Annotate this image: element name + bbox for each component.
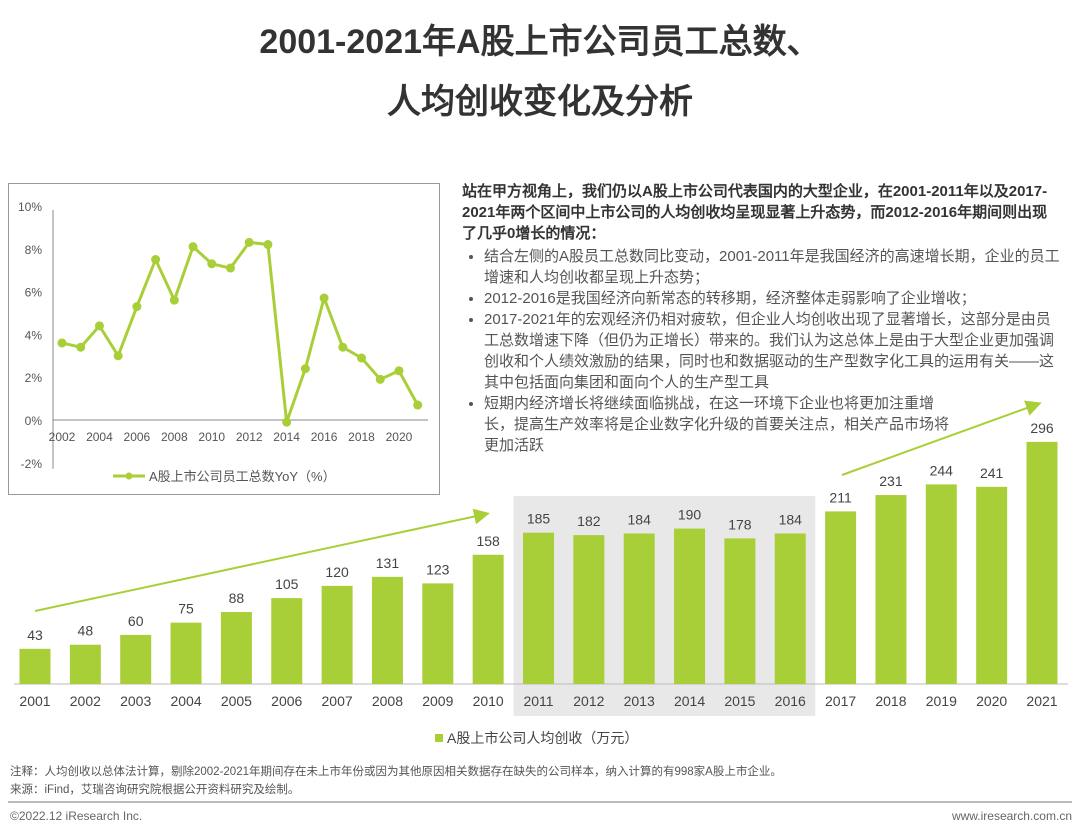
highlight-region [513, 496, 816, 716]
bar-x-tick-label: 2007 [322, 693, 353, 709]
bar [774, 533, 806, 684]
bar-x-tick-label: 2016 [775, 693, 806, 709]
bar-x-tick-label: 2015 [724, 693, 755, 709]
bar [371, 576, 403, 684]
bar [976, 486, 1008, 684]
bar-value-label: 190 [678, 507, 702, 523]
bar-value-label: 131 [376, 555, 400, 571]
analysis-bullets: 结合左侧的A股员工总数同比变动，2001-2011年是我国经济的高速增长期，企业… [462, 246, 1062, 456]
bar [825, 511, 857, 684]
bar-value-label: 60 [128, 613, 144, 629]
bar-value-label: 43 [27, 627, 43, 643]
bar [271, 598, 303, 684]
bar [925, 484, 957, 684]
chart-source: 来源：iFind，艾瑞咨询研究院根据公开资料研究及绘制。 [10, 784, 300, 796]
analysis-lead: 站在甲方视角上，我们仍以A股上市公司代表国内的大型企业，在2001-2011年以… [462, 183, 1048, 242]
bar-x-tick-label: 2006 [271, 693, 302, 709]
bar-x-tick-label: 2003 [120, 693, 151, 709]
bar-x-tick-label: 2004 [170, 693, 201, 709]
bullet-item: 2017-2021年的宏观经济仍相对疲软，但企业人均创收出现了显著增长，这部分是… [484, 309, 1062, 393]
bar-x-tick-label: 2021 [1026, 693, 1057, 709]
bar [19, 648, 51, 684]
bar-x-tick-label: 2008 [372, 693, 403, 709]
bar [724, 538, 756, 684]
bar-x-tick-label: 2012 [573, 693, 604, 709]
bar [623, 533, 655, 684]
bar-x-tick-label: 2017 [825, 693, 856, 709]
bar [523, 532, 554, 684]
bar-value-label: 105 [275, 576, 299, 592]
bar [422, 583, 454, 684]
trend-arrow-2001-2010 [34, 508, 490, 612]
bar [69, 644, 101, 684]
bar-value-label: 211 [829, 489, 852, 505]
bar [220, 612, 252, 684]
bar-value-label: 231 [879, 473, 903, 489]
bar-value-label: 88 [229, 590, 245, 606]
bar [321, 585, 353, 684]
bar-value-label: 120 [325, 564, 349, 580]
bar-x-tick-label: 2009 [422, 693, 453, 709]
bar-x-tick-label: 2018 [875, 693, 906, 709]
bar-value-label: 158 [476, 533, 500, 549]
bar-x-tick-label: 2002 [70, 693, 101, 709]
bar-x-tick-label: 2014 [674, 693, 705, 709]
bar-x-tick-label: 2019 [926, 693, 957, 709]
bar-x-tick-label: 2011 [523, 693, 553, 709]
bar-x-tick-label: 2001 [19, 693, 50, 709]
analysis-text: 站在甲方视角上，我们仍以A股上市公司代表国内的大型企业，在2001-2011年以… [462, 181, 1062, 456]
copyright: ©2022.12 iResearch Inc. [10, 809, 143, 823]
bar [1026, 441, 1058, 684]
bar-value-label: 48 [78, 623, 94, 639]
bar [472, 554, 504, 684]
bar-legend-label: A股上市公司人均创收（万元） [447, 730, 638, 746]
bar-value-label: 178 [728, 516, 752, 532]
footer-divider [8, 801, 1072, 803]
bar-value-label: 184 [628, 511, 652, 527]
bar-value-label: 244 [930, 462, 954, 478]
bar [674, 528, 706, 684]
yoy-line-chart-frame [8, 183, 440, 495]
bar-x-tick-label: 2010 [473, 693, 504, 709]
bar-value-label: 182 [577, 513, 601, 529]
bullet-item: 短期内经济增长将继续面临挑战，在这一环境下企业也将更加注重增长，提高生产效率将是… [484, 393, 954, 456]
bar-value-label: 184 [779, 511, 803, 527]
bar-value-label: 75 [178, 601, 194, 617]
bullet-item: 结合左侧的A股员工总数同比变动，2001-2011年是我国经济的高速增长期，企业… [484, 246, 1062, 288]
bar-legend-swatch [435, 734, 443, 742]
bar-value-label: 241 [980, 465, 1004, 481]
bar-x-tick-label: 2020 [976, 693, 1007, 709]
bar-value-label: 123 [426, 561, 450, 577]
bar [170, 622, 202, 684]
bar [573, 535, 605, 684]
bullet-item: 2012-2016是我国经济向新常态的转移期，经济整体走弱影响了企业增收； [484, 288, 1062, 309]
chart-note: 注释：人均创收以总体法计算，剔除2002-2021年期间存在未上市年份或因为其他… [10, 766, 782, 778]
bar-x-tick-label: 2013 [624, 693, 655, 709]
page-title-line-1: 2001-2021年A股上市公司员工总数、 [259, 23, 821, 61]
website: www.iresearch.com.cn [951, 809, 1072, 823]
bar [120, 634, 152, 684]
bar [875, 495, 907, 684]
bar-x-tick-label: 2005 [221, 693, 252, 709]
bar-value-label: 185 [527, 511, 551, 527]
page-title-line-2: 人均创收变化及分析 [387, 83, 693, 121]
